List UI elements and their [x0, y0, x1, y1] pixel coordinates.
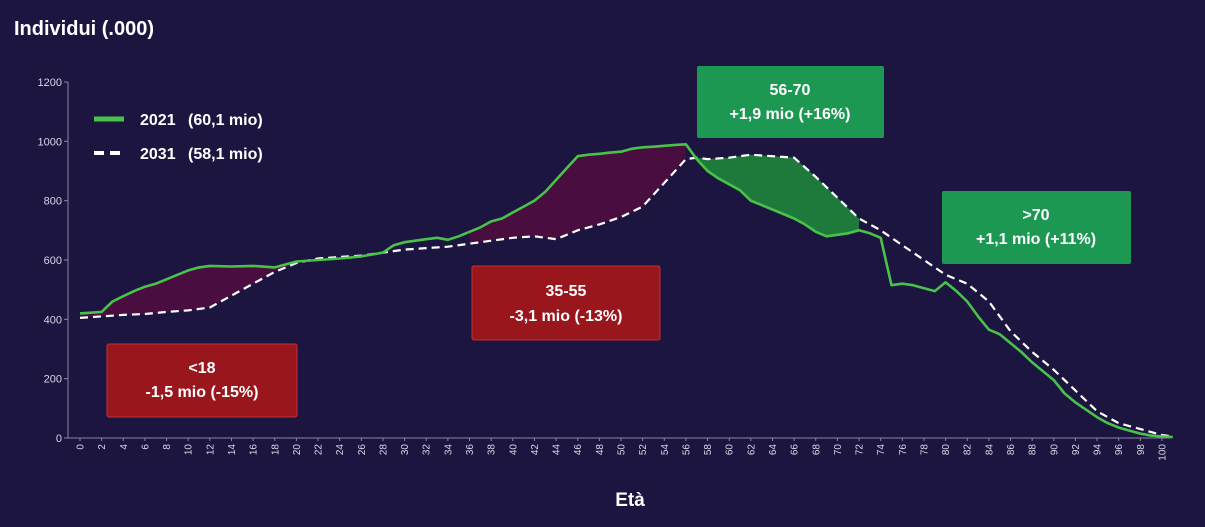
x-tick-label: 42	[530, 444, 541, 456]
x-tick-label: 22	[314, 444, 325, 456]
x-tick-label: 48	[595, 444, 606, 456]
annotation-value-age-56-70: +1,9 mio (+16%)	[730, 106, 851, 123]
legend-label-2031: 2031	[140, 146, 176, 163]
fill-region-age-35-55	[469, 144, 686, 244]
x-tick-label: 58	[703, 444, 714, 456]
x-tick-label: 6	[140, 444, 151, 450]
x-tick-label: 82	[963, 444, 974, 456]
annotation-value-over-70: +1,1 mio (+11%)	[976, 231, 1096, 248]
series-line-2021	[79, 143, 1173, 439]
y-tick-label: 400	[44, 314, 62, 326]
legend-label-2021: 2021	[140, 112, 176, 129]
x-tick-label: 64	[768, 444, 779, 456]
x-tick-label: 84	[984, 444, 995, 456]
y-tick-label: 1200	[38, 77, 62, 89]
annotation-box-age-35-55	[471, 265, 661, 341]
x-tick-label: 98	[1136, 444, 1147, 456]
annotation-box-under-18	[106, 343, 298, 418]
x-tick-label: 34	[443, 444, 454, 456]
y-tick-label: 200	[44, 374, 62, 386]
x-tick-label: 4	[119, 444, 130, 450]
x-tick-label: 60	[725, 444, 736, 456]
annotation-box-over-70	[942, 191, 1131, 264]
annotation-value-under-18: -1,5 mio (-15%)	[146, 384, 259, 401]
x-tick-label: 18	[270, 444, 281, 456]
fill-region-under-18	[80, 261, 297, 318]
x-tick-label: 100	[1158, 444, 1169, 461]
x-tick-label: 90	[1049, 444, 1060, 456]
x-tick-label: 2	[97, 444, 108, 450]
x-tick-label: 72	[855, 444, 866, 456]
x-tick-label: 38	[487, 444, 498, 456]
x-tick-label: 24	[335, 444, 346, 456]
annotation-age-56-70: 56-70 +1,9 mio (+16%)	[697, 66, 884, 138]
x-tick-label: 92	[1071, 444, 1082, 456]
annotation-over-70: >70 +1,1 mio (+11%)	[942, 191, 1131, 264]
fill-region-age-56-70	[696, 154, 859, 237]
y-tick-label: 0	[56, 433, 62, 445]
annotation-label-under-18: <18	[188, 360, 215, 377]
annotation-age-35-55: 35-55 -3,1 mio (-13%)	[471, 265, 661, 341]
x-tick-label: 76	[898, 444, 909, 456]
annotation-value-age-35-55: -3,1 mio (-13%)	[510, 308, 623, 325]
x-tick-label: 14	[227, 444, 238, 456]
x-tick-label: 12	[205, 444, 216, 456]
x-tick-label: 88	[1028, 444, 1039, 456]
x-tick-label: 32	[422, 444, 433, 456]
legend-value-2031: (58,1 mio)	[188, 146, 263, 163]
annotation-under-18: <18 -1,5 mio (-15%)	[106, 343, 298, 418]
x-tick-label: 0	[76, 444, 87, 450]
y-tick-label: 800	[44, 196, 62, 208]
annotation-label-age-56-70: 56-70	[770, 82, 811, 99]
x-tick-label: 36	[465, 444, 476, 456]
x-tick-label: 96	[1114, 444, 1125, 456]
x-tick-label: 20	[292, 444, 303, 456]
series-line-2031	[79, 153, 1173, 438]
x-tick-label: 86	[1006, 444, 1017, 456]
x-tick-label: 46	[573, 444, 584, 456]
legend: 2021 (60,1 mio) 2031 (58,1 mio)	[94, 112, 263, 163]
x-tick-label: 68	[811, 444, 822, 456]
x-tick-label: 66	[790, 444, 801, 456]
x-axis-label: Età	[615, 490, 645, 511]
x-tick-label: 94	[1093, 444, 1104, 456]
x-tick-label: 54	[660, 444, 671, 456]
x-tick-label: 8	[162, 444, 173, 450]
x-tick-label: 52	[638, 444, 649, 456]
x-tick-label: 44	[552, 444, 563, 456]
x-tick-label: 16	[249, 444, 260, 456]
x-tick-label: 28	[378, 444, 389, 456]
annotation-label-age-35-55: 35-55	[546, 283, 587, 300]
annotation-label-over-70: >70	[1022, 207, 1049, 224]
x-tick-label: 30	[400, 444, 411, 456]
annotation-box-age-56-70	[697, 66, 884, 138]
x-tick-label: 80	[941, 444, 952, 456]
legend-value-2021: (60,1 mio)	[188, 112, 263, 129]
x-tick-label: 74	[876, 444, 887, 456]
series-lines	[79, 143, 1173, 439]
difference-fills	[80, 144, 859, 318]
x-tick-label: 78	[919, 444, 930, 456]
x-tick-label: 70	[833, 444, 844, 456]
x-tick-label: 10	[184, 444, 195, 456]
x-tick-label: 26	[357, 444, 368, 456]
chart-title: Individui (.000)	[14, 18, 154, 40]
x-tick-label: 62	[746, 444, 757, 456]
y-tick-label: 1000	[38, 136, 62, 148]
x-tick-label: 50	[617, 444, 628, 456]
y-tick-label: 600	[44, 255, 62, 267]
x-tick-label: 56	[681, 444, 692, 456]
x-tick-label: 40	[508, 444, 519, 456]
